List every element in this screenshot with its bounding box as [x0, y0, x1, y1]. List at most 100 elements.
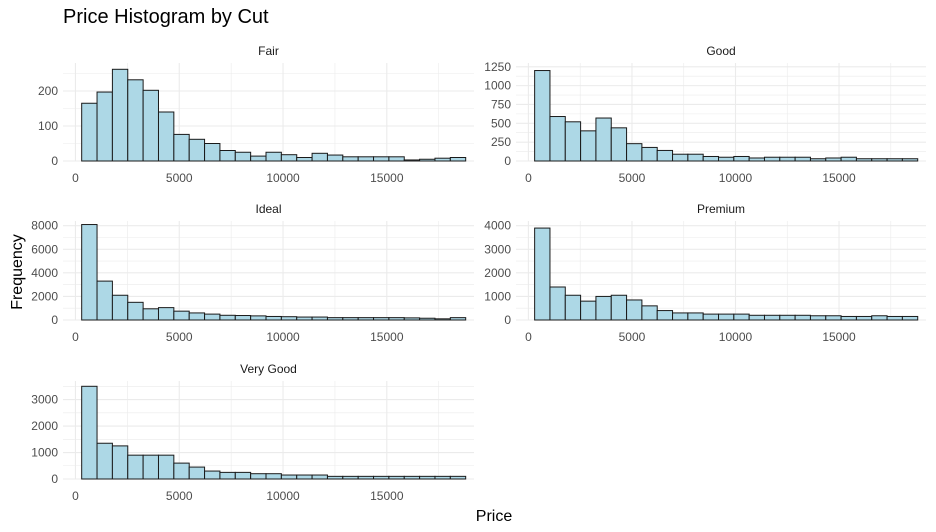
histogram-bar: [564, 121, 582, 162]
histogram-bar: [250, 473, 267, 480]
x-tick-label: 5000: [166, 330, 193, 344]
histogram-bar: [357, 475, 375, 480]
histogram-bar: [81, 224, 98, 321]
histogram-bar: [111, 294, 129, 321]
histogram-bar: [81, 385, 98, 480]
histogram-bar: [794, 156, 811, 162]
histogram-bar: [580, 300, 597, 321]
y-tick-label: 750: [491, 97, 511, 111]
x-tick-label: 10000: [266, 330, 300, 344]
x-tick-label: 15000: [822, 330, 856, 344]
histogram-bar: [342, 475, 359, 480]
histogram-bar: [610, 294, 628, 321]
histogram-bar: [188, 312, 206, 321]
panel-premium: Premium 0 1000 2000 3000 4000 0 5000 10000 15000: [484, 202, 926, 344]
y-tick-label: 100: [38, 119, 58, 133]
histogram-bar: [748, 157, 765, 162]
histogram-bar: [794, 314, 811, 321]
histogram-bar: [871, 315, 888, 321]
histogram-bar: [733, 313, 750, 321]
x-tick-label: 15000: [370, 489, 404, 503]
histogram-bar: [549, 286, 566, 321]
x-tick-label: 0: [72, 489, 79, 503]
histogram-bar: [779, 156, 796, 162]
y-tick-label: 500: [491, 116, 511, 130]
histogram-bar: [419, 475, 436, 480]
histogram-bar: [687, 153, 704, 162]
histogram-bar: [449, 317, 467, 321]
histogram-bar: [373, 317, 390, 321]
histogram-bar: [809, 315, 827, 321]
y-tick-label: 1000: [484, 79, 511, 93]
histogram-bar: [96, 91, 113, 162]
facet-label: Fair: [258, 44, 279, 58]
histogram-bar: [534, 227, 551, 321]
histogram-bar: [265, 473, 282, 480]
histogram-bar: [564, 294, 582, 321]
y-tick-label: 8000: [31, 219, 58, 233]
histogram-bar: [434, 157, 451, 162]
histogram-bar: [373, 475, 390, 480]
histogram-bar: [188, 138, 206, 162]
facet-label: Very Good: [240, 362, 297, 376]
histogram-bar: [672, 153, 689, 162]
histogram-bar: [111, 445, 129, 480]
y-tick-label: 4000: [31, 266, 58, 280]
histogram-bar: [733, 155, 750, 162]
x-axis-title: Price: [476, 508, 513, 525]
histogram-bar: [855, 158, 873, 162]
histogram-bar: [580, 130, 597, 162]
histogram-bar: [265, 151, 282, 162]
histogram-bar: [388, 475, 405, 480]
histogram-bar: [96, 442, 113, 480]
y-axis-title: Frequency: [9, 234, 26, 310]
histogram-bar: [311, 152, 328, 162]
histogram-bar: [449, 157, 467, 162]
histogram-bar: [373, 156, 390, 162]
histogram-bar: [111, 68, 129, 162]
histogram-bar: [763, 314, 781, 321]
histogram-bar: [763, 156, 781, 162]
histogram-bar: [296, 474, 313, 480]
x-tick-label: 15000: [822, 171, 856, 185]
x-tick-label: 10000: [266, 489, 300, 503]
histogram-bar: [342, 317, 359, 321]
histogram-bar: [672, 312, 689, 321]
x-tick-label: 0: [72, 330, 79, 344]
x-tick-label: 0: [525, 330, 532, 344]
histogram-bar: [641, 146, 658, 162]
y-tick-label: 0: [51, 313, 58, 327]
histogram-bar: [840, 156, 857, 162]
histogram-bar: [311, 474, 328, 480]
x-tick-label: 0: [525, 171, 532, 185]
histogram-bar: [250, 155, 267, 162]
histogram-bar: [718, 156, 735, 162]
histogram-bar: [81, 102, 98, 162]
histogram-bar: [326, 317, 344, 321]
histogram-bar: [173, 462, 190, 480]
histogram-bar: [204, 470, 221, 480]
histogram-bar: [403, 475, 421, 480]
y-tick-label: 0: [51, 154, 58, 168]
histogram-bar: [280, 316, 298, 321]
histogram-bar: [595, 117, 612, 162]
histogram-bar: [534, 70, 551, 162]
histogram-bar: [610, 127, 628, 162]
histogram-bar: [840, 315, 857, 321]
y-tick-label: 2000: [484, 266, 511, 280]
histogram-bar: [825, 315, 842, 321]
histogram-bar: [326, 475, 344, 480]
x-tick-label: 10000: [719, 171, 753, 185]
histogram-bar: [157, 454, 175, 480]
histogram-bar: [434, 318, 451, 321]
histogram-bar: [127, 79, 144, 162]
facet-label: Ideal: [255, 202, 281, 216]
y-tick-label: 200: [38, 84, 58, 98]
histogram-bar: [825, 157, 842, 162]
histogram-bar: [809, 158, 827, 162]
histogram-bar: [702, 155, 720, 162]
histogram-bar: [855, 315, 873, 321]
histogram-bar: [96, 280, 113, 321]
histogram-bar: [234, 471, 252, 480]
